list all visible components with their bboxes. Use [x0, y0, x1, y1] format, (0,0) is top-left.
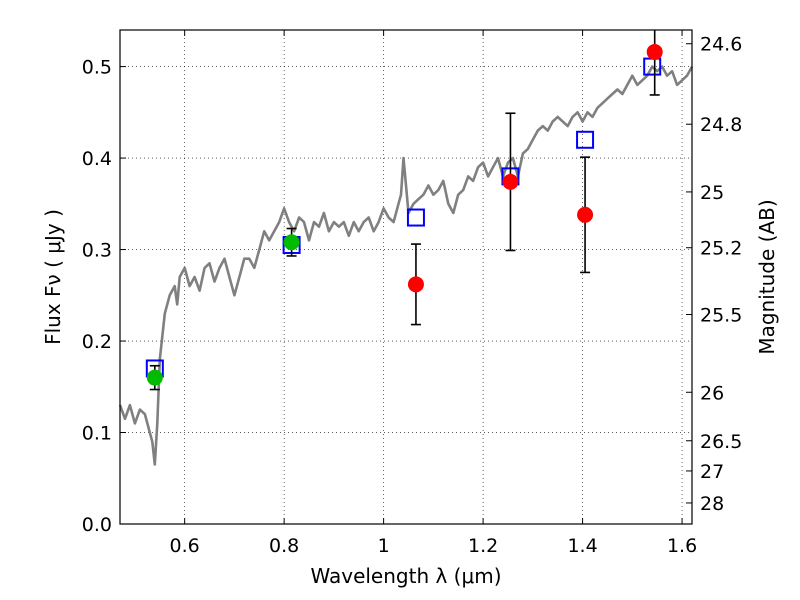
- y2-axis-label: Magnitude (AB): [755, 199, 779, 354]
- spectrum-line: [118, 65, 694, 466]
- red-data-point: [646, 43, 663, 60]
- x-tick-label: 1.6: [667, 535, 697, 557]
- y-tick-label: 0.3: [82, 240, 112, 262]
- model-spectrum: [118, 65, 694, 466]
- x-axis-ticks: 0.6 0.8 1 1.2 1.4 1.6: [170, 30, 697, 557]
- red-data-point: [577, 206, 594, 223]
- y2-tick-label: 25.2: [700, 238, 742, 260]
- y2-tick-label: 24.6: [700, 34, 742, 56]
- y2-tick-label: 26.5: [700, 431, 742, 453]
- x-axis-label: Wavelength λ (μm): [310, 564, 501, 588]
- x-tick-label: 1.2: [468, 535, 498, 557]
- green-data-point: [146, 369, 163, 386]
- y-tick-label: 0.0: [82, 514, 112, 536]
- y2-axis-ticks: 24.6 24.8 25 25.2 25.5 26 26.5 27 28: [686, 34, 742, 515]
- y2-tick-label: 25.5: [700, 305, 742, 327]
- y2-tick-label: 27: [700, 461, 724, 483]
- observed-points: [146, 43, 663, 386]
- x-tick-label: 1: [378, 535, 390, 557]
- green-data-point: [283, 234, 300, 251]
- y2-tick-label: 25: [700, 182, 724, 204]
- x-tick-label: 1.4: [567, 535, 597, 557]
- model-square-point: [406, 208, 425, 227]
- y-axis-label: Flux Fν ( μJy ): [41, 209, 65, 345]
- red-data-point: [407, 276, 424, 293]
- y-tick-label: 0.4: [82, 148, 112, 170]
- y2-tick-label: 28: [700, 493, 724, 515]
- plot-frame: [119, 29, 693, 525]
- y2-tick-label: 24.8: [700, 114, 742, 136]
- y-axis-ticks: 0.0 0.1 0.2 0.3 0.4 0.5: [82, 57, 126, 536]
- x-tick-label: 0.6: [170, 535, 200, 557]
- plot-area: [120, 30, 692, 524]
- y-tick-label: 0.1: [82, 423, 112, 445]
- y-tick-label: 0.5: [82, 57, 112, 79]
- red-data-point: [502, 173, 519, 190]
- y-tick-label: 0.2: [82, 331, 112, 353]
- y2-tick-label: 26: [700, 382, 724, 404]
- x-tick-label: 0.8: [269, 535, 299, 557]
- model-square-point: [576, 130, 595, 149]
